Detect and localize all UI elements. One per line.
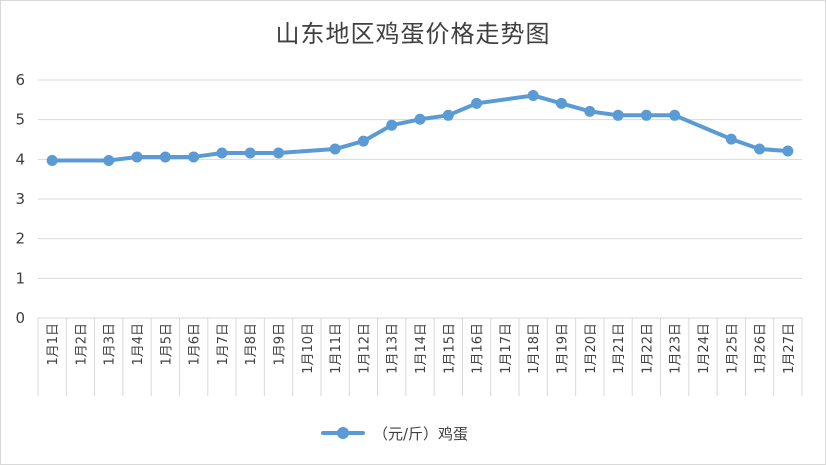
x-tick-label: 1月8日 — [244, 323, 259, 366]
y-axis-ticks: 0 1 2 3 4 5 6 — [15, 71, 25, 327]
data-point[interactable] — [725, 133, 737, 145]
data-point[interactable] — [273, 147, 285, 159]
x-tick-label: 1月24日 — [697, 323, 712, 374]
x-tick-label: 1月17日 — [499, 323, 514, 374]
data-point[interactable] — [357, 135, 369, 147]
x-tick-label: 1月11日 — [329, 323, 344, 374]
legend[interactable]: （元/斤）鸡蛋 — [321, 425, 468, 443]
x-tick-label: 1月19日 — [555, 323, 570, 374]
x-tick-label: 1月5日 — [159, 323, 174, 366]
y-tick-label: 2 — [15, 230, 25, 248]
data-point[interactable] — [244, 147, 256, 159]
data-point[interactable] — [131, 151, 143, 163]
data-point[interactable] — [414, 113, 426, 125]
axes — [37, 317, 803, 396]
legend-label: （元/斤）鸡蛋 — [373, 425, 468, 443]
data-point[interactable] — [188, 151, 200, 163]
x-tick-label: 1月22日 — [640, 323, 655, 374]
x-tick-label: 1月20日 — [584, 323, 599, 374]
x-tick-label: 1月1日 — [46, 323, 61, 366]
x-tick-label: 1月26日 — [754, 323, 769, 374]
chart-title: 山东地区鸡蛋价格走势图 — [275, 20, 551, 48]
y-tick-label: 1 — [15, 269, 25, 287]
x-tick-label: 1月7日 — [216, 323, 231, 366]
x-tick-label: 1月6日 — [188, 323, 203, 366]
x-tick-label: 1月27日 — [782, 323, 797, 374]
y-tick-label: 6 — [15, 71, 25, 89]
data-point[interactable] — [754, 143, 766, 155]
x-tick-label: 1月12日 — [357, 323, 372, 374]
data-point[interactable] — [527, 89, 539, 101]
data-point[interactable] — [103, 155, 115, 167]
data-point[interactable] — [46, 155, 58, 167]
data-point[interactable] — [640, 109, 652, 121]
x-tick-label: 1月16日 — [471, 323, 486, 374]
x-tick-label: 1月13日 — [386, 323, 401, 374]
gridlines — [38, 79, 802, 279]
x-tick-label: 1月25日 — [725, 323, 740, 374]
data-point[interactable] — [555, 97, 567, 109]
x-tick-label: 1月21日 — [612, 323, 627, 374]
data-point[interactable] — [442, 109, 454, 121]
x-tick-label: 1月18日 — [527, 323, 542, 374]
x-tick-label: 1月2日 — [74, 323, 89, 366]
y-tick-label: 4 — [15, 150, 25, 168]
data-point[interactable] — [612, 109, 624, 121]
x-axis-ticks: 1月1日 1月2日 1月3日 1月4日 1月5日 1月6日 1月7日 1月8日 1月9日 1月10… — [46, 323, 797, 374]
data-point[interactable] — [782, 145, 794, 157]
series-line — [50, 93, 790, 163]
x-tick-label: 1月4日 — [131, 323, 146, 366]
x-tick-label: 1月9日 — [273, 323, 288, 366]
y-tick-label: 5 — [15, 111, 25, 129]
data-point[interactable] — [669, 109, 681, 121]
y-tick-label: 3 — [15, 190, 25, 208]
data-point[interactable] — [159, 151, 171, 163]
x-tick-label: 1月15日 — [442, 323, 457, 374]
data-point[interactable] — [386, 119, 398, 131]
x-tick-label: 1月14日 — [414, 323, 429, 374]
y-tick-label: 0 — [15, 309, 25, 327]
series — [46, 89, 794, 167]
x-tick-label: 1月23日 — [669, 323, 684, 374]
data-point[interactable] — [216, 147, 228, 159]
data-point[interactable] — [471, 97, 483, 109]
data-point[interactable] — [584, 105, 596, 117]
x-tick-label: 1月10日 — [301, 323, 316, 374]
x-tick-label: 1月3日 — [103, 323, 118, 366]
legend-point-marker — [337, 427, 349, 439]
data-point[interactable] — [329, 143, 341, 155]
